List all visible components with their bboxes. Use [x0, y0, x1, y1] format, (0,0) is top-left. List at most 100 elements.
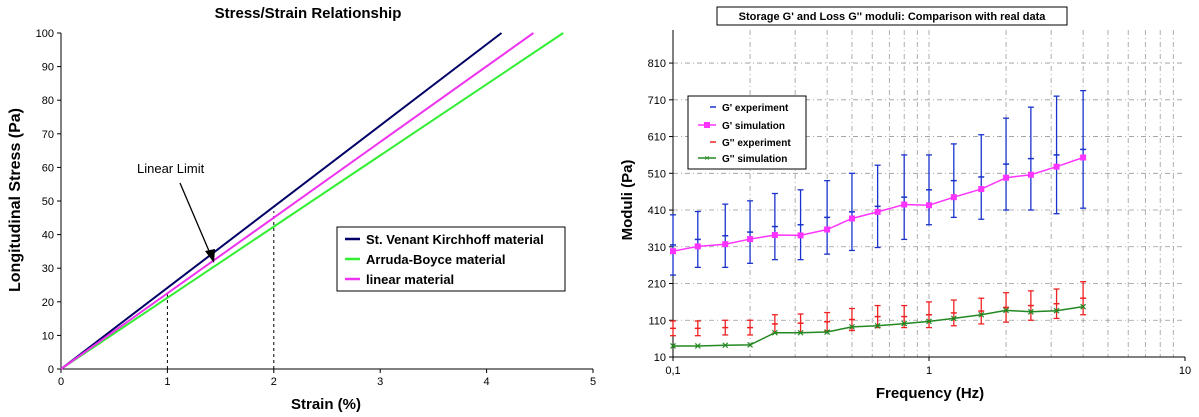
chart1-x-ticks: 0 1 2 3 4 5 — [58, 369, 596, 388]
legend-label-svk: St. Venant Kirchhoff material — [366, 232, 544, 247]
arrowhead-icon — [205, 249, 215, 263]
data-point — [694, 343, 701, 349]
x-tick-label: 0 — [58, 376, 64, 388]
data-point — [874, 322, 881, 329]
legend-label-gpp-sim: G'' simulation — [722, 154, 787, 165]
linear-limit-label: Linear Limit — [137, 161, 205, 176]
series-line — [60, 32, 564, 370]
data-point — [1027, 171, 1034, 178]
data-point — [978, 186, 985, 193]
y-tick-label: 710 — [648, 95, 666, 107]
data-point — [950, 194, 957, 201]
y-tick-label: 10 — [42, 330, 54, 342]
chart2-series — [670, 89, 1087, 349]
data-point — [1003, 307, 1009, 314]
legend-marker-gp-sim — [704, 122, 710, 128]
y-tick-label: 80 — [42, 95, 54, 107]
data-point — [849, 323, 855, 330]
data-point — [926, 202, 932, 209]
data-point — [1080, 303, 1087, 310]
legend-label-ab: Arruda-Boyce material — [366, 252, 505, 267]
chart2-y-ticks: 10 110 210 310 410 510 610 710 810 — [648, 58, 673, 364]
data-point — [978, 311, 985, 318]
y-tick-label: 0 — [48, 364, 54, 376]
series-line — [60, 32, 503, 370]
y-tick-label: 110 — [648, 315, 666, 327]
y-tick-label: 610 — [648, 132, 666, 144]
y-tick-label: 30 — [42, 263, 54, 275]
data-point — [901, 320, 908, 327]
y-tick-label: 10 — [654, 352, 666, 364]
y-tick-label: 90 — [42, 62, 54, 74]
y-tick-label: 510 — [648, 168, 666, 180]
data-point — [771, 232, 778, 239]
y-tick-label: 20 — [42, 297, 54, 309]
data-point — [848, 215, 855, 222]
x-tick-label: 3 — [377, 376, 383, 388]
legend-label-gp-exp: G' experiment — [722, 103, 789, 114]
chart2-legend-box — [687, 95, 807, 170]
data-point — [747, 341, 753, 348]
chart1-reference-lines — [166, 211, 275, 369]
data-point — [1080, 154, 1087, 161]
y-tick-label: 310 — [648, 242, 666, 254]
data-point — [694, 243, 701, 250]
chart1-legend: St. Venant Kirchhoff material Arruda-Boy… — [336, 226, 566, 292]
data-point — [722, 342, 729, 349]
chart1-series — [60, 32, 564, 370]
chart2-title: Storage G' and Loss G'' moduli: Comparis… — [739, 11, 1047, 23]
y-tick-label: 50 — [42, 196, 54, 208]
data-point — [926, 318, 932, 325]
x-tick-label: 1 — [164, 376, 170, 388]
x-tick-label: 4 — [484, 376, 490, 388]
y-tick-label: 40 — [42, 230, 54, 242]
x-tick-label: 0,1 — [665, 365, 680, 377]
data-point — [670, 248, 676, 255]
series-line — [60, 32, 534, 370]
data-point — [1003, 174, 1010, 181]
x-tick-label: 2 — [271, 376, 277, 388]
data-point — [722, 241, 729, 248]
y-tick-label: 810 — [648, 58, 666, 70]
legend-label-gpp-exp: G'' experiment — [722, 138, 791, 149]
data-point — [901, 201, 908, 208]
data-point — [1053, 163, 1060, 170]
data-point — [1027, 308, 1034, 315]
y-tick-label: 70 — [42, 129, 54, 141]
data-point — [771, 329, 778, 336]
data-point — [1053, 307, 1060, 314]
chart1-y-ticks: 0 10 20 30 40 50 60 70 80 90 100 — [36, 28, 61, 376]
chart1-legend-box — [336, 226, 566, 292]
linear-limit-arrow — [179, 182, 213, 259]
data-point — [874, 208, 881, 215]
data-point — [670, 343, 676, 349]
data-point — [747, 236, 754, 243]
y-tick-label: 210 — [648, 279, 666, 291]
chart2-y-label: Moduli (Pa) — [619, 160, 636, 241]
stress-strain-chart: Stress/Strain Relationship 0102030405060… — [7, 5, 596, 413]
chart2-x-label: Frequency (Hz) — [876, 385, 984, 402]
chart1-x-label: Strain (%) — [291, 396, 361, 413]
legend-label-gp-sim: G' simulation — [722, 121, 785, 132]
data-point — [824, 329, 831, 335]
data-point — [824, 226, 831, 233]
x-tick-label: 10 — [1179, 365, 1191, 377]
linear-limit-annotation: Linear Limit — [137, 161, 215, 263]
chart1-y-label: Longitudinal Stress (Pa) — [7, 108, 24, 292]
data-point — [797, 329, 804, 336]
legend-marker-gpp-sim: × — [704, 153, 709, 163]
moduli-chart: Storage G' and Loss G'' moduli: Comparis… — [619, 6, 1191, 402]
chart2-legend: G' experiment G' simulation G'' experime… — [687, 95, 807, 170]
y-tick-label: 60 — [42, 162, 54, 174]
chart2-title-box — [716, 6, 1068, 26]
x-tick-label: 1 — [926, 365, 932, 377]
data-point — [797, 232, 804, 239]
chart1-title: Stress/Strain Relationship — [215, 5, 402, 22]
y-tick-label: 100 — [36, 28, 54, 40]
legend-label-linear: linear material — [366, 272, 454, 287]
x-tick-label: 5 — [590, 376, 596, 388]
data-point — [950, 315, 957, 322]
chart2-x-ticks: 0,1 1 10 — [665, 357, 1191, 377]
y-tick-label: 410 — [648, 205, 666, 217]
